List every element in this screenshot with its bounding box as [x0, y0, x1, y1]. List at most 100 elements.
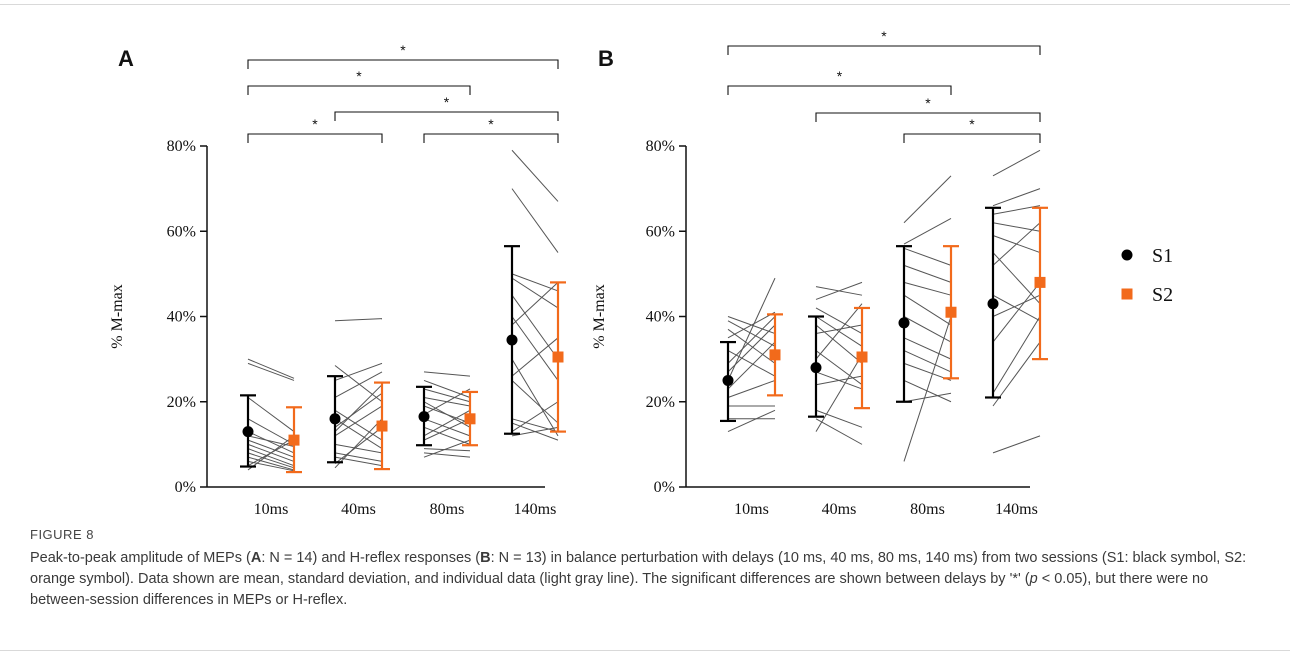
y-tick-label: 80% [167, 138, 196, 155]
individual-line [423, 452, 471, 458]
individual-line [334, 318, 383, 322]
s1-mean-point [810, 362, 822, 374]
individual-line [903, 281, 952, 296]
legend-marker-s2 [1121, 288, 1133, 300]
y-tick-label: 60% [646, 223, 675, 240]
s2-mean-point [856, 351, 868, 363]
individual-line [247, 435, 295, 471]
individual-line [727, 277, 776, 381]
individual-line [511, 418, 559, 433]
individual-line [334, 362, 383, 381]
y-axis-title: % M-max [109, 284, 126, 348]
individual-line [511, 294, 559, 360]
individual-line [423, 418, 471, 441]
individual-line [334, 392, 383, 428]
individual-line [727, 341, 776, 390]
bottom-divider [0, 650, 1290, 651]
individual-line [423, 439, 471, 458]
legend-label: S2 [1152, 284, 1173, 306]
s2-mean-point [552, 351, 564, 363]
y-tick-label: 60% [167, 223, 196, 240]
individual-line [511, 337, 559, 377]
s1-mean-point [329, 413, 341, 425]
caption-italic-p: p [1029, 571, 1038, 587]
significance-star: * [488, 116, 494, 132]
individual-line [247, 431, 295, 454]
individual-line [334, 418, 383, 469]
individual-line [727, 328, 776, 364]
top-divider [0, 4, 1290, 5]
s2-mean-point [464, 413, 476, 425]
individual-line [815, 375, 863, 386]
chart-panel-b: 0% 20% 40% 60% 80% % M-max 10ms 40ms 80ms 140ms * *… [591, 28, 1048, 518]
caption-part: < 0.05), but there were no between-sessi… [30, 571, 1209, 608]
individual-line [334, 418, 383, 450]
individual-line [247, 362, 295, 381]
significance-bracket [247, 85, 471, 95]
individual-line [903, 350, 952, 373]
individual-line [247, 456, 295, 471]
individual-line [511, 277, 559, 309]
individual-line [511, 358, 559, 437]
individual-line [247, 460, 295, 472]
y-tick-label: 40% [646, 309, 675, 326]
individual-line [334, 405, 383, 437]
individual-line [423, 379, 471, 398]
individual-line [903, 337, 952, 360]
individual-line [247, 452, 295, 469]
figure-label: FIGURE 8 [30, 527, 94, 542]
individual-line [334, 443, 383, 454]
significance-bracket [815, 112, 1041, 122]
individual-line [815, 354, 863, 432]
individual-line [903, 316, 952, 462]
s2-mean-point [769, 349, 781, 361]
x-tick-label: 10ms [254, 501, 289, 518]
caption-text: Peak-to-peak amplitude of MEPs (A: N = 1… [30, 548, 1255, 611]
individual-line [423, 418, 471, 437]
individual-line [815, 307, 863, 334]
individual-line [423, 371, 471, 377]
individual-line [727, 409, 776, 433]
individual-line [992, 341, 1041, 407]
individual-line [992, 222, 1041, 266]
caption-part: : N = 13) in balance perturbation with d… [30, 550, 1247, 587]
s2-mean-point [376, 420, 388, 432]
individual-line [815, 324, 863, 364]
individual-line [727, 350, 776, 377]
caption-bold-b: B [480, 550, 491, 566]
individual-line [511, 282, 559, 326]
individual-line [903, 247, 952, 266]
individual-line [815, 303, 863, 360]
individual-line [423, 426, 471, 445]
significance-bracket [423, 133, 559, 143]
individual-line [727, 379, 776, 398]
individual-line [903, 264, 952, 283]
x-tick-label: 80ms [430, 501, 465, 518]
s1-mean-point [242, 426, 254, 438]
individual-line [815, 281, 863, 300]
individual-line [334, 426, 383, 464]
individual-line [423, 388, 471, 403]
significance-bracket [727, 85, 952, 95]
individual-line [511, 188, 559, 253]
caption-part: : N = 14) and H-reflex responses ( [261, 550, 481, 566]
significance-star: * [969, 116, 975, 132]
individual-line [334, 371, 383, 398]
x-tick-label: 40ms [822, 501, 857, 518]
panel-label-a: A [118, 46, 134, 71]
individual-line [903, 392, 952, 403]
figure-canvas: A B 0% 20% 40% 60% 80% % M-max 10ms 40ms 80ms 140… [109, 28, 1173, 518]
significance-bracket [334, 111, 559, 121]
individual-line [992, 222, 1041, 232]
figure-caption: FIGURE 8 Peak-to-peak amplitude of MEPs … [30, 527, 1255, 611]
s1-mean-point [722, 374, 734, 386]
individual-line [992, 316, 1041, 394]
individual-line [992, 188, 1041, 207]
individual-line [992, 149, 1041, 177]
individual-line [247, 418, 295, 445]
individual-line [334, 384, 383, 432]
individual-line [727, 316, 776, 364]
significance-star: * [837, 68, 843, 84]
y-tick-label: 20% [167, 394, 196, 411]
s1-mean-point [898, 317, 910, 329]
